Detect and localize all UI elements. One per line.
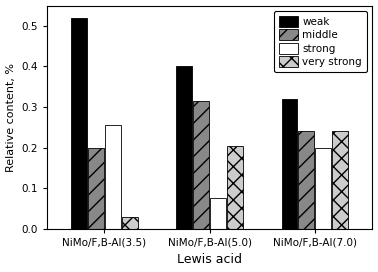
Legend: weak, middle, strong, very strong: weak, middle, strong, very strong [274,11,367,72]
Bar [193,101,209,229]
Bar [332,131,348,229]
X-axis label: Lewis acid: Lewis acid [177,254,242,267]
Bar [88,148,104,229]
Bar [122,217,138,229]
Bar [282,99,297,229]
Bar [298,131,314,229]
Bar [227,146,243,229]
Bar [315,148,331,229]
Bar [71,18,87,229]
Bar [105,125,121,229]
Bar [210,198,226,229]
Y-axis label: Relative content, %: Relative content, % [6,63,15,172]
Bar [177,66,192,229]
